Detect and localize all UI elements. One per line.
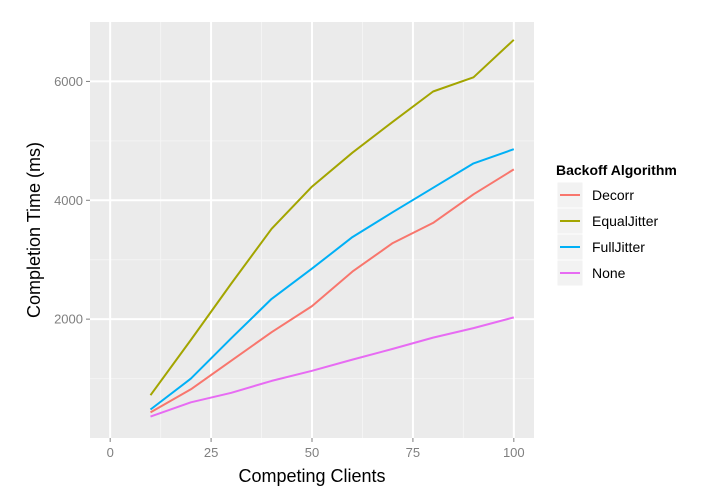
legend-label: EqualJitter (592, 213, 658, 229)
x-tick-label: 0 (107, 445, 114, 460)
series-line-none (150, 316, 515, 418)
series-line-equaljitter (149, 39, 515, 396)
legend-title: Backoff Algorithm (556, 162, 677, 178)
x-axis-ticks: 0 25 50 75 100 (107, 438, 525, 460)
x-tick-label: 25 (204, 445, 218, 460)
major-gridlines (90, 22, 534, 438)
series-line-decorr (150, 168, 515, 414)
x-tick-label: 100 (503, 445, 525, 460)
legend-label: Decorr (592, 187, 634, 203)
y-axis-title: Completion Time (ms) (24, 142, 44, 318)
legend-label: FullJitter (592, 239, 645, 255)
y-axis-ticks: 2000 4000 6000 (54, 74, 90, 327)
y-tick-label: 4000 (54, 193, 83, 208)
x-tick-label: 75 (406, 445, 420, 460)
series-line-fulljitter (149, 148, 515, 411)
series-lines (149, 39, 515, 418)
y-tick-label: 6000 (54, 74, 83, 89)
x-axis-title: Competing Clients (238, 466, 385, 486)
legend-items: Decorr EqualJitter FullJitter None (556, 181, 658, 287)
legend: Backoff Algorithm Decorr EqualJitter FullJ… (556, 162, 677, 287)
y-tick-label: 2000 (54, 312, 83, 327)
x-tick-label: 50 (305, 445, 319, 460)
legend-label: None (592, 265, 626, 281)
